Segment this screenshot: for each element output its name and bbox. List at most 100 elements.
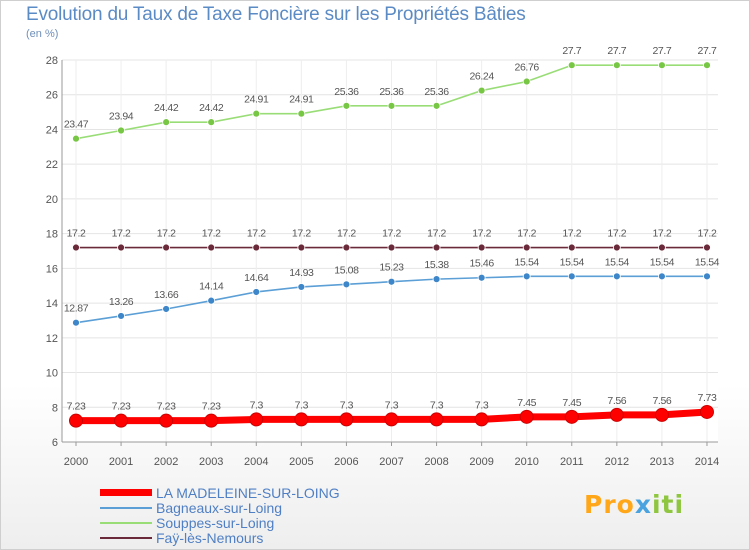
data-point xyxy=(297,243,306,252)
data-label: 23.47 xyxy=(64,119,89,131)
data-point xyxy=(703,272,711,281)
series-bagneaux-sur-loing: 12.87 13.26 13.66 14.14 14.64 14.93 15.08 15.23… xyxy=(64,256,720,327)
x-tick-label: 2000 xyxy=(64,456,88,468)
data-label: 15.54 xyxy=(605,256,630,268)
series-fa-l-s-nemours: 17.2 17.2 17.2 17.2 17.2 17.2 17.2 17.2 17.2 17.2… xyxy=(67,228,717,252)
data-label: 15.08 xyxy=(334,264,359,276)
data-label: 17.2 xyxy=(472,228,491,240)
legend-label: Souppes-sur-Loing xyxy=(156,514,275,531)
data-label: 14.64 xyxy=(244,272,269,284)
data-point xyxy=(117,126,125,135)
data-label: 7.73 xyxy=(698,392,717,404)
data-label: 7.3 xyxy=(340,399,354,411)
y-tick-label: 22 xyxy=(46,159,58,171)
data-point xyxy=(342,280,351,289)
data-label: 7.3 xyxy=(295,399,309,411)
data-point xyxy=(612,272,621,281)
x-tick-label: 2013 xyxy=(650,456,674,468)
x-tick-label: 2002 xyxy=(154,456,178,468)
y-tick-label: 26 xyxy=(46,90,58,102)
data-label: 7.45 xyxy=(562,397,581,409)
data-point xyxy=(658,243,666,252)
y-tick-label: 8 xyxy=(52,402,58,414)
x-tick-label: 2012 xyxy=(605,456,629,468)
data-label: 15.54 xyxy=(695,256,720,268)
data-label: 25.36 xyxy=(424,86,449,98)
y-tick-label: 24 xyxy=(46,124,58,136)
legend-item: Faÿ-lès-Nemours xyxy=(100,530,340,546)
x-tick-label: 2001 xyxy=(109,456,133,468)
data-point xyxy=(612,243,621,252)
x-tick-label: 2010 xyxy=(514,456,538,468)
x-tick-label: 2009 xyxy=(469,456,493,468)
data-label: 25.36 xyxy=(334,86,359,98)
data-label: 7.3 xyxy=(250,399,264,411)
data-label: 7.3 xyxy=(430,399,444,411)
data-point xyxy=(609,407,624,422)
data-point xyxy=(207,243,216,252)
data-label: 17.2 xyxy=(337,228,356,240)
data-point xyxy=(252,109,261,118)
data-point xyxy=(249,412,264,427)
data-label: 7.3 xyxy=(475,399,489,411)
data-point xyxy=(387,101,396,110)
data-point xyxy=(429,412,444,427)
data-point xyxy=(384,412,399,427)
data-point xyxy=(522,77,531,86)
data-label: 17.2 xyxy=(112,228,131,240)
data-label: 27.7 xyxy=(562,45,581,57)
data-point xyxy=(522,272,531,281)
data-label: 15.38 xyxy=(424,259,449,271)
data-point xyxy=(159,413,174,428)
y-tick-label: 18 xyxy=(46,229,58,241)
data-point xyxy=(72,243,80,252)
data-label: 27.7 xyxy=(607,45,626,57)
data-label: 7.23 xyxy=(67,401,86,413)
chart-title: Evolution du Taux de Taxe Foncière sur l… xyxy=(26,4,526,25)
data-point xyxy=(207,296,216,305)
data-point xyxy=(297,283,306,291)
data-point xyxy=(204,413,219,428)
data-label: 24.91 xyxy=(289,94,314,106)
data-label: 26.76 xyxy=(515,62,540,74)
data-point xyxy=(72,134,80,143)
data-label: 7.23 xyxy=(112,401,131,413)
data-label: 17.2 xyxy=(562,228,581,240)
data-label: 13.66 xyxy=(154,289,179,301)
data-point xyxy=(567,243,576,252)
data-point xyxy=(117,243,125,252)
legend-swatch xyxy=(100,489,152,496)
y-tick-label: 28 xyxy=(46,55,58,67)
y-tick-label: 16 xyxy=(46,263,58,275)
legend-swatch xyxy=(100,506,152,509)
x-tick-label: 2011 xyxy=(560,456,584,468)
series-souppes-sur-loing: 23.47 23.94 24.42 24.42 24.91 24.91 25.36 25.36… xyxy=(64,45,717,143)
data-point xyxy=(522,243,531,252)
data-label: 27.7 xyxy=(698,45,717,57)
data-point xyxy=(519,409,534,424)
data-label: 24.42 xyxy=(154,102,179,114)
data-point xyxy=(612,61,621,70)
data-point xyxy=(567,272,576,281)
data-point xyxy=(703,243,711,252)
data-label: 17.2 xyxy=(607,228,626,240)
data-point xyxy=(342,243,351,252)
data-label: 17.2 xyxy=(427,228,446,240)
data-point xyxy=(654,407,669,422)
data-label: 15.46 xyxy=(469,258,494,270)
x-tick-label: 2007 xyxy=(379,456,403,468)
legend-label: LA MADELEINE-SUR-LOING xyxy=(156,484,340,501)
data-point xyxy=(564,409,579,424)
data-point xyxy=(432,275,441,284)
data-point xyxy=(252,288,261,296)
data-label: 7.56 xyxy=(607,395,626,407)
x-tick-label: 2008 xyxy=(424,456,448,468)
logo-part-3: iti xyxy=(651,490,685,519)
data-label: 7.23 xyxy=(202,401,221,413)
proxiti-logo: Proxiti xyxy=(584,490,684,519)
y-tick-label: 20 xyxy=(46,194,58,206)
data-point xyxy=(567,61,576,70)
y-tick-label: 14 xyxy=(46,298,58,310)
x-tick-label: 2003 xyxy=(199,456,223,468)
series-la-madeleine-sur-loing: 7.23 7.23 7.23 7.23 7.3 7.3 7.3 7.3 7.3 7.3 7.45 7.… xyxy=(67,392,717,428)
